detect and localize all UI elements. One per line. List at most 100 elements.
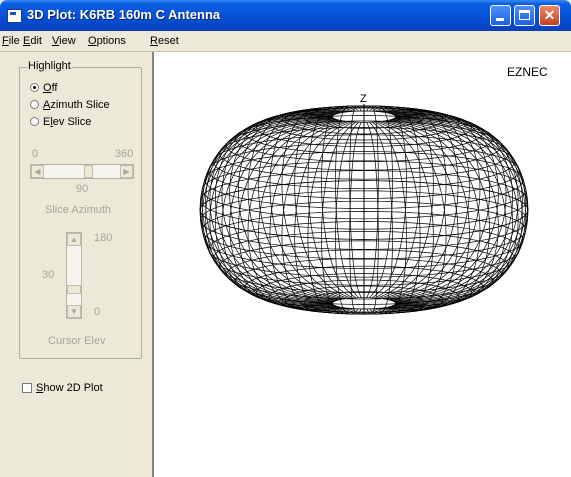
wireframe-line bbox=[294, 106, 351, 299]
options-panel: Highlight Off Azimuth Slice Elev Slice 0… bbox=[0, 52, 154, 477]
wireframe-line bbox=[269, 107, 346, 300]
menu-view[interactable]: View bbox=[52, 35, 76, 47]
wireframe-line bbox=[258, 108, 344, 300]
highlight-group-label: Highlight bbox=[27, 60, 72, 72]
radio-elev-key: l bbox=[50, 116, 53, 128]
wireframe-line bbox=[386, 120, 481, 311]
cursor-elev-scrollbar[interactable]: ▲ ▼ bbox=[66, 232, 82, 319]
menu-bar: File Edit View Options Reset bbox=[0, 31, 571, 52]
wireframe-line bbox=[377, 121, 434, 314]
menu-view-key: V bbox=[52, 35, 60, 47]
radio-off-text: ff bbox=[51, 82, 58, 94]
radio-off-label: Off bbox=[43, 82, 57, 94]
show-2d-plot-label: Show 2D Plot bbox=[36, 382, 103, 394]
wireframe-line bbox=[205, 117, 334, 306]
wireframe-line bbox=[221, 112, 337, 301]
radio-azimuth-key: A bbox=[43, 99, 51, 111]
wireframe-line bbox=[395, 115, 528, 304]
minimize-icon bbox=[496, 18, 504, 21]
wireframe-line bbox=[247, 120, 342, 311]
elev-min-label: 0 bbox=[94, 306, 101, 318]
azimuth-max-label: 360 bbox=[115, 148, 134, 160]
menu-edit-label: dit bbox=[30, 35, 42, 47]
cursor-elev-value: 30 bbox=[42, 269, 55, 281]
radio-elev-slice-label: Elev Slice bbox=[43, 116, 91, 128]
menu-reset[interactable]: Reset bbox=[150, 35, 179, 47]
scroll-right-icon[interactable]: ▶ bbox=[120, 165, 133, 178]
wireframe-line bbox=[366, 122, 379, 315]
menu-reset-key: R bbox=[150, 35, 158, 47]
doughnut-wireframe bbox=[199, 105, 529, 315]
menu-reset-label: eset bbox=[157, 35, 179, 47]
wireframe-line bbox=[394, 114, 523, 303]
scroll-down-icon[interactable]: ▼ bbox=[67, 305, 81, 318]
wireframe-line bbox=[200, 115, 333, 304]
maximize-icon bbox=[519, 10, 530, 20]
wireframe-line bbox=[391, 119, 507, 308]
wireframe-line bbox=[386, 109, 481, 300]
wireframe-line bbox=[209, 118, 335, 307]
wireframe-line bbox=[321, 105, 357, 299]
menu-options[interactable]: Options bbox=[88, 35, 126, 47]
wireframe-line bbox=[229, 111, 339, 301]
wireframe-line bbox=[202, 117, 333, 305]
wireframe-line bbox=[395, 116, 529, 304]
radio-azimuth-slice-dot bbox=[30, 100, 39, 109]
radiation-pattern-plot bbox=[199, 104, 529, 315]
eznec-watermark: EZNEC bbox=[507, 65, 548, 79]
wireframe-line bbox=[374, 121, 421, 314]
slice-azimuth-caption: Slice Azimuth bbox=[45, 204, 112, 216]
title-bar[interactable]: 3D Plot: K6RB 160m C Antenna ✕ bbox=[0, 0, 571, 31]
slice-azimuth-thumb[interactable] bbox=[84, 165, 93, 178]
menu-file-label: ile bbox=[8, 35, 20, 47]
wireframe-line bbox=[371, 121, 407, 315]
show-2d-key: S bbox=[36, 382, 44, 394]
wireframe-line bbox=[384, 120, 470, 312]
wireframe-line bbox=[349, 105, 362, 298]
wireframe-line bbox=[389, 119, 499, 309]
scroll-left-icon[interactable]: ◀ bbox=[31, 165, 44, 178]
wireframe-line bbox=[307, 106, 354, 299]
wireframe-line bbox=[393, 113, 519, 302]
menu-edit[interactable]: Edit bbox=[23, 35, 42, 47]
menu-file[interactable]: File bbox=[2, 35, 20, 47]
app-icon[interactable] bbox=[7, 9, 22, 23]
menu-file-key: F bbox=[2, 35, 9, 47]
radio-off-key: O bbox=[43, 82, 52, 94]
menu-view-label: iew bbox=[59, 35, 76, 47]
wireframe-line bbox=[395, 115, 526, 303]
radio-azimuth-text: zimuth Slice bbox=[50, 99, 110, 111]
wireframe-line bbox=[238, 110, 340, 301]
show-2d-plot-box bbox=[22, 383, 32, 393]
close-icon: ✕ bbox=[543, 7, 556, 23]
wireframe-line bbox=[388, 119, 490, 310]
highlight-groupbox bbox=[19, 67, 142, 359]
maximize-button[interactable] bbox=[514, 5, 535, 26]
cursor-elev-caption: Cursor Elev bbox=[48, 335, 106, 347]
slice-azimuth-value: 90 bbox=[76, 183, 89, 195]
slice-azimuth-scrollbar[interactable]: ◀ ▶ bbox=[30, 164, 134, 179]
wireframe-line bbox=[281, 107, 349, 299]
z-axis-label: Z bbox=[360, 93, 367, 105]
scroll-up-icon[interactable]: ▲ bbox=[67, 233, 81, 246]
close-button[interactable]: ✕ bbox=[539, 5, 560, 26]
wireframe-line bbox=[247, 109, 342, 300]
cursor-elev-thumb[interactable] bbox=[67, 285, 81, 294]
menu-edit-key: E bbox=[23, 35, 31, 47]
menu-options-key: O bbox=[88, 35, 97, 47]
radio-elev-slice-dot bbox=[30, 117, 39, 126]
wireframe-line bbox=[369, 121, 393, 315]
wireframe-line bbox=[199, 116, 333, 304]
wireframe-line bbox=[379, 121, 447, 313]
azimuth-min-label: 0 bbox=[32, 148, 39, 160]
radio-azimuth-slice-label: Azimuth Slice bbox=[43, 99, 110, 111]
show-2d-text: how 2D Plot bbox=[43, 382, 103, 394]
wireframe-line bbox=[215, 112, 336, 302]
radio-elev-pre: E bbox=[43, 116, 51, 128]
minimize-button[interactable] bbox=[490, 5, 511, 26]
menu-options-label: ptions bbox=[96, 35, 126, 47]
elev-max-label: 180 bbox=[94, 232, 113, 244]
plot-canvas[interactable] bbox=[154, 52, 571, 477]
radio-elev-text: ev Slice bbox=[52, 116, 92, 128]
